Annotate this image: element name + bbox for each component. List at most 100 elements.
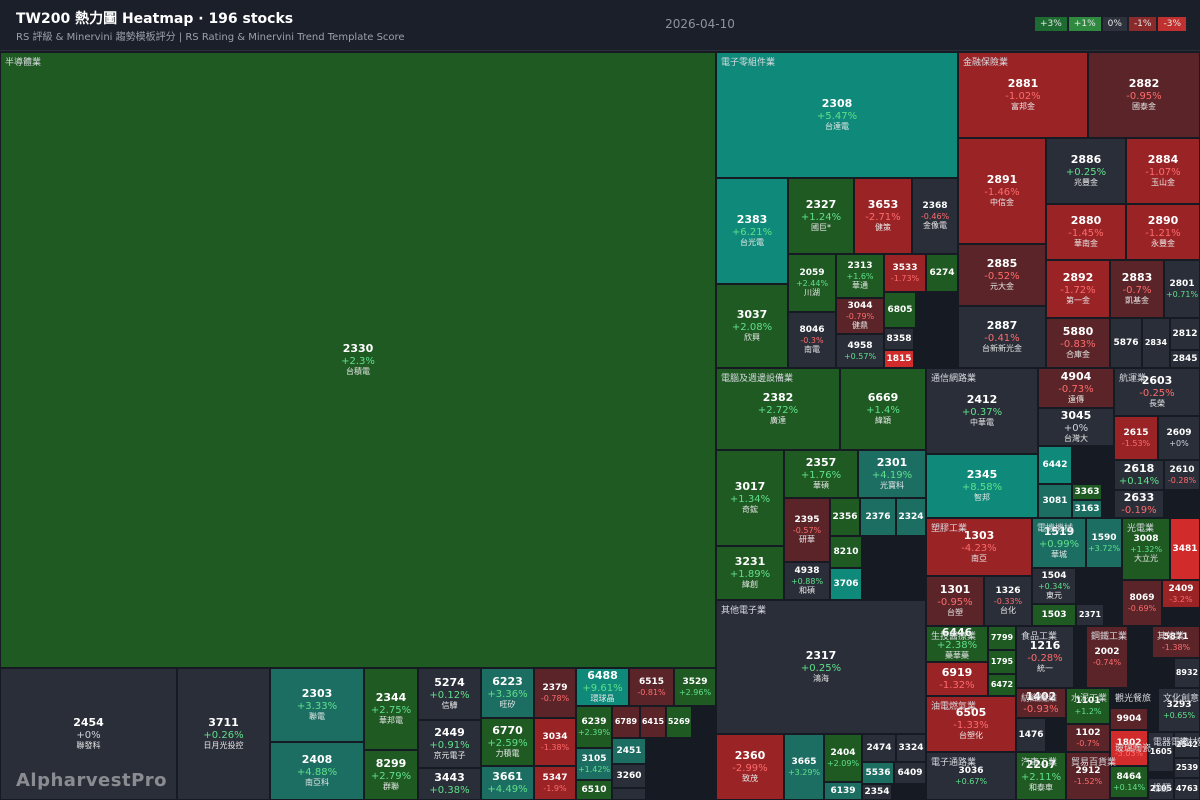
stock-cell-4958[interactable]: 4958 +0.57% xyxy=(836,334,884,368)
stock-cell-8210[interactable]: 8210 xyxy=(830,536,862,568)
stock-cell-3045[interactable]: 3045 +0% 台灣大 xyxy=(1038,408,1114,446)
stock-cell-2308[interactable]: 2308 +5.47% 台達電 xyxy=(716,52,958,178)
stock-cell-8046[interactable]: 8046 -0.3% 南電 xyxy=(788,312,836,368)
stock-cell-8932[interactable]: 8932 xyxy=(1174,658,1200,688)
stock-cell-2383[interactable]: 2383 +6.21% 台光電 xyxy=(716,178,788,284)
stock-cell-2892[interactable]: 2892 -1.72% 第一金 xyxy=(1046,260,1110,318)
stock-cell-2880[interactable]: 2880 -1.45% 華南金 xyxy=(1046,204,1126,260)
stock-cell-2356[interactable]: 2356 xyxy=(830,498,860,536)
stock-cell-5871[interactable]: 5871 -1.38% xyxy=(1152,626,1200,658)
stock-cell-2890[interactable]: 2890 -1.21% 永豐金 xyxy=(1126,204,1200,260)
stock-cell-1590[interactable]: 1590 +3.72% xyxy=(1086,518,1122,568)
stock-cell-2317[interactable]: 2317 +0.25% 鴻海 xyxy=(716,600,926,734)
stock-cell-1326[interactable]: 1326 -0.33% 台化 xyxy=(984,576,1032,626)
stock-cell-5347[interactable]: 5347 -1.9% xyxy=(534,766,576,800)
stock-cell-2371[interactable]: 2371 xyxy=(1076,604,1104,626)
stock-cell-2395[interactable]: 2395 -0.57% 研華 xyxy=(784,498,830,562)
stock-cell-2345[interactable]: 2345 +8.58% 智邦 xyxy=(926,454,1038,518)
stock-cell-4904[interactable]: 4904 -0.73% 遠傳 xyxy=(1038,368,1114,408)
stock-cell-6274[interactable]: 6274 xyxy=(926,254,958,292)
stock-cell-2376[interactable]: 2376 xyxy=(860,498,896,536)
stock-cell-2633[interactable]: 2633 -0.19% xyxy=(1114,490,1164,518)
stock-cell-6789[interactable]: 6789 xyxy=(612,706,640,738)
stock-cell-2313[interactable]: 2313 +1.6% 華通 xyxy=(836,254,884,298)
stock-cell-2542[interactable]: 2542 xyxy=(1174,732,1200,758)
stock-cell-7799[interactable]: 7799 xyxy=(988,626,1016,650)
stock-cell-3711[interactable]: 3711 +0.26% 日月光投控 xyxy=(177,668,270,800)
stock-cell-2474[interactable]: 2474 xyxy=(862,734,896,762)
stock-cell-3105[interactable]: 3105 +1.42% xyxy=(576,748,612,780)
stock-cell-5876[interactable]: 5876 xyxy=(1110,318,1142,368)
stock-cell-2912[interactable]: 2912 -1.52% xyxy=(1066,752,1110,800)
stock-cell-3231[interactable]: 3231 +1.89% 緯創 xyxy=(716,546,784,600)
stock-cell-1101[interactable]: 1101 +1.2% xyxy=(1066,688,1110,724)
stock-cell-2885[interactable]: 2885 -0.52% 元大金 xyxy=(958,244,1046,306)
stock-cell-3034[interactable]: 3034 -1.38% xyxy=(534,718,576,766)
stock-cell-1519[interactable]: 1519 +0.99% 華城 xyxy=(1032,518,1086,568)
stock-cell-4938[interactable]: 4938 +0.88% 和碩 xyxy=(784,562,830,600)
stock-cell-2404[interactable]: 2404 +2.09% xyxy=(824,734,862,782)
stock-cell-3260[interactable]: 3260 xyxy=(612,764,646,788)
stock-cell-2344[interactable]: 2344 +2.75% 華邦電 xyxy=(364,668,418,750)
stock-cell-2812[interactable]: 2812 xyxy=(1170,318,1200,350)
stock-cell-1795[interactable]: 1795 xyxy=(988,650,1016,674)
stock-cell-2301[interactable]: 2301 +4.19% 光寶科 xyxy=(858,450,926,498)
stock-cell-6409[interactable]: 6409 xyxy=(894,762,926,784)
stock-cell-2368[interactable]: 2368 -0.46% 金像電 xyxy=(912,178,958,254)
stock-cell-2451[interactable]: 2451 xyxy=(612,738,646,764)
stock-cell-3653[interactable]: 3653 -2.71% 健策 xyxy=(854,178,912,254)
stock-cell-5880[interactable]: 5880 -0.83% 合庫金 xyxy=(1046,318,1110,368)
stock-cell-2615[interactable]: 2615 -1.53% xyxy=(1114,416,1158,460)
stock-cell-2412[interactable]: 2412 +0.37% 中華電 xyxy=(926,368,1038,454)
stock-cell-3443[interactable]: 3443 +0.38% xyxy=(418,768,481,800)
stock-cell-3661[interactable]: 3661 +4.49% xyxy=(481,766,534,800)
stock-cell-6515[interactable]: 6515 -0.81% xyxy=(629,668,674,706)
stock-cell-2603[interactable]: 2603 -0.25% 長榮 xyxy=(1114,368,1200,416)
stock-cell-1303[interactable]: 1303 -4.23% 南亞 xyxy=(926,518,1032,576)
stock-cell-2618[interactable]: 2618 +0.14% xyxy=(1114,460,1164,490)
stock-cell-3324[interactable]: 3324 xyxy=(896,734,926,762)
stock-cell-3665[interactable]: 3665 +3.29% xyxy=(784,734,824,800)
stock-cell-3529[interactable]: 3529 +2.96% xyxy=(674,668,716,706)
stock-cell-2360[interactable]: 2360 -2.99% 致茂 xyxy=(716,734,784,800)
stock-cell-3706[interactable]: 3706 xyxy=(830,568,862,600)
stock-cell-2834[interactable]: 2834 xyxy=(1142,318,1170,368)
stock-cell-2408[interactable]: 2408 +4.88% 南亞科 xyxy=(270,742,364,800)
stock-cell-1504[interactable]: 1504 +0.34% 東元 xyxy=(1032,568,1076,604)
stock-cell-2609[interactable]: 2609 +0% xyxy=(1158,416,1200,460)
stock-cell-5536[interactable]: 5536 xyxy=(862,762,894,784)
stock-cell-2801[interactable]: 2801 +0.71% xyxy=(1164,260,1200,318)
stock-cell-1476[interactable]: 1476 xyxy=(1016,718,1046,752)
stock-cell-6805[interactable]: 6805 xyxy=(884,292,916,328)
stock-cell-1402[interactable]: 1402 -0.93% xyxy=(1016,688,1066,718)
stock-cell-3363[interactable]: 3363 xyxy=(1072,484,1102,500)
stock-cell-3044[interactable]: 3044 -0.79% 健鼎 xyxy=(836,298,884,334)
stock-cell-3481[interactable]: 3481 xyxy=(1170,518,1200,580)
stock-cell-6139[interactable]: 6139 xyxy=(824,782,862,800)
stock-cell-6223[interactable]: 6223 +3.36% 旺矽 xyxy=(481,668,534,718)
stock-cell-6919[interactable]: 6919 -1.32% xyxy=(926,662,988,696)
stock-cell-2379[interactable]: 2379 -0.78% xyxy=(534,668,576,718)
stock-cell-5274[interactable]: 5274 +0.12% 信驊 xyxy=(418,668,481,720)
stock-cell-3017[interactable]: 3017 +1.34% 奇鋐 xyxy=(716,450,784,546)
stock-cell-8464[interactable]: 8464 +0.14% xyxy=(1110,766,1148,798)
stock-cell-2330[interactable]: 2330 +2.3% 台積電 xyxy=(0,52,716,668)
stock-cell-2891[interactable]: 2891 -1.46% 中信金 xyxy=(958,138,1046,244)
stock-cell-3533[interactable]: 3533 -1.73% xyxy=(884,254,926,292)
stock-cell-2409[interactable]: 2409 -3.2% xyxy=(1162,580,1200,608)
stock-cell-2382[interactable]: 2382 +2.72% 廣達 xyxy=(716,368,840,450)
stock-cell-2884[interactable]: 2884 -1.07% 玉山金 xyxy=(1126,138,1200,204)
stock-cell-3037[interactable]: 3037 +2.08% 欣興 xyxy=(716,284,788,368)
stock-cell-1102[interactable]: 1102 -0.7% xyxy=(1066,724,1110,752)
stock-cell-2449[interactable]: 2449 +0.91% 京元電子 xyxy=(418,720,481,768)
stock-cell-9904[interactable]: 9904 xyxy=(1110,708,1148,730)
stock-cell-3163[interactable]: 3163 xyxy=(1072,500,1102,518)
stock-cell-2881[interactable]: 2881 -1.02% 富邦金 xyxy=(958,52,1088,138)
stock-cell-2002[interactable]: 2002 -0.74% xyxy=(1086,626,1128,688)
stock-cell-6239[interactable]: 6239 +2.39% xyxy=(576,706,612,748)
stock-cell-6415[interactable]: 6415 xyxy=(640,706,666,738)
stock-cell-6510[interactable]: 6510 xyxy=(576,780,612,800)
stock-cell-3081[interactable]: 3081 xyxy=(1038,484,1072,518)
stock-cell-6446[interactable]: 6446 +2.38% 藥華藥 xyxy=(926,626,988,662)
stock-cell-2845[interactable]: 2845 xyxy=(1170,350,1200,368)
